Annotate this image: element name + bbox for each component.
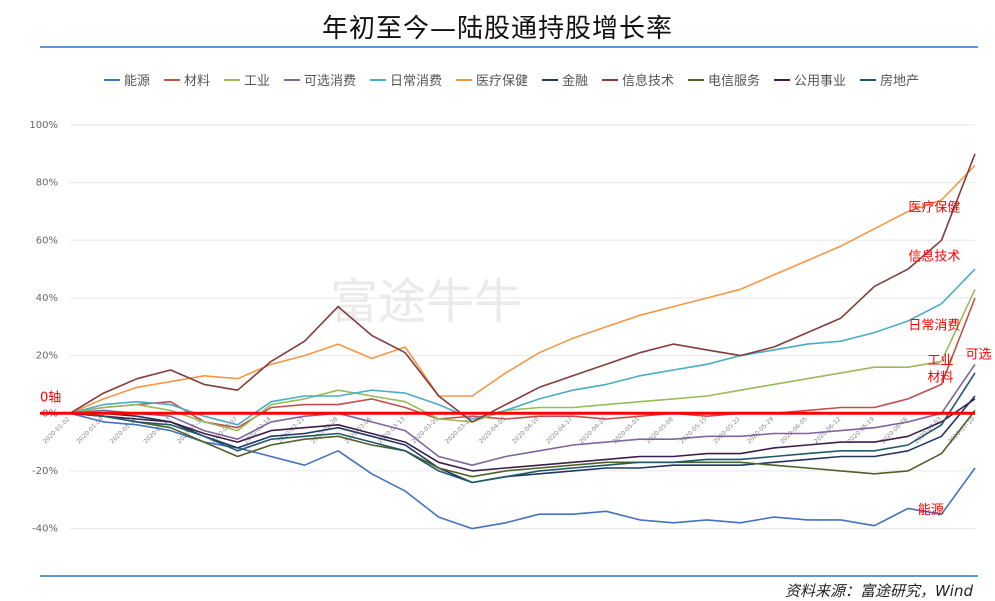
watermark-text: 富途牛牛 (330, 274, 522, 330)
legend-item-工业: 工业 (224, 74, 270, 89)
x-tick-label: 2020-01-02 (42, 416, 72, 446)
series-line-工业 (69, 288, 976, 432)
annotation-label: 日常消费 (908, 319, 960, 334)
legend-label: 材料 (184, 74, 210, 89)
annotation-label: 能源 (918, 503, 944, 518)
legend-item-医疗保健: 医疗保健 (456, 74, 528, 89)
x-tick-label: 2020-04-24 (578, 416, 608, 446)
title-underline (40, 46, 978, 48)
legend-label: 能源 (124, 74, 150, 89)
zero-axis-label: 0轴 (40, 390, 61, 405)
legend-label: 房地产 (880, 73, 919, 89)
legend-item-能源: 能源 (104, 74, 150, 89)
legend-item-电信服务: 电信服务 (688, 73, 760, 89)
series-line-医疗保健 (69, 164, 976, 415)
x-tick-label: 2020-04-10 (511, 416, 541, 446)
series-line-能源 (69, 412, 976, 530)
page-title: 年初至今—陆股通持股增长率 (321, 14, 673, 44)
y-tick-label: 100% (29, 120, 58, 131)
annotation-label: 工业 (927, 353, 953, 368)
legend-label: 日常消费 (390, 74, 442, 89)
x-tick-label: 2020-05-29 (746, 416, 776, 446)
series-line-金融 (70, 395, 976, 484)
series-line-公用事业 (69, 398, 976, 472)
legend-label: 公用事业 (794, 74, 846, 89)
y-tick-label: -40% (32, 524, 58, 535)
x-tick-label: 2020-05-08 (645, 416, 675, 446)
series-line-信息技术 (69, 153, 976, 423)
series-line-房地产 (69, 372, 976, 484)
legend-label: 工业 (244, 74, 270, 89)
legend-item-材料: 材料 (164, 74, 210, 89)
legend-item-日常消费: 日常消费 (370, 74, 442, 89)
series-line-材料 (69, 297, 976, 429)
source-note: 资料来源：富途研究，Wind (784, 582, 973, 600)
x-tick-label: 2020-06-05 (779, 416, 809, 446)
footer-rule (40, 575, 978, 577)
legend-label: 信息技术 (622, 73, 674, 89)
x-tick-label: 2020-05-15 (679, 416, 709, 446)
annotation-label: 可选 (965, 348, 991, 363)
x-tick-label: 2020-05-22 (712, 416, 742, 446)
x-tick-label: 2020-04-17 (545, 416, 575, 446)
legend-item-公用事业: 公用事业 (774, 74, 846, 89)
legend-item-金融: 金融 (542, 73, 588, 89)
series-line-可选消费 (69, 363, 976, 467)
legend-item-房地产: 房地产 (860, 73, 919, 89)
y-tick-label: 40% (36, 293, 58, 304)
x-tick-label: 2020-03-20 (411, 416, 441, 446)
series-line-日常消费 (69, 268, 976, 426)
y-tick-label: 20% (36, 351, 58, 362)
x-tick-label: 2020-04-03 (478, 416, 508, 446)
y-tick-label: -20% (32, 466, 58, 477)
annotation-label: 医疗保健 (908, 200, 960, 215)
legend-label: 可选消费 (304, 74, 356, 89)
legend-label: 金融 (562, 73, 588, 89)
annotation-label: 材料 (927, 371, 953, 386)
y-tick-label: 60% (36, 235, 58, 246)
line-chart: 富途牛牛-40%-20%0%20%40%60%80%100%2020-01-02… (29, 73, 991, 535)
legend-label: 电信服务 (708, 73, 760, 89)
series-line-电信服务 (69, 409, 976, 478)
x-tick-label: 2020-01-09 (75, 416, 105, 446)
legend-item-可选消费: 可选消费 (284, 74, 356, 89)
y-tick-label: 80% (36, 178, 58, 189)
annotation-label: 信息技术 (908, 248, 960, 264)
legend-label: 医疗保健 (476, 74, 528, 89)
legend-item-信息技术: 信息技术 (602, 73, 674, 89)
